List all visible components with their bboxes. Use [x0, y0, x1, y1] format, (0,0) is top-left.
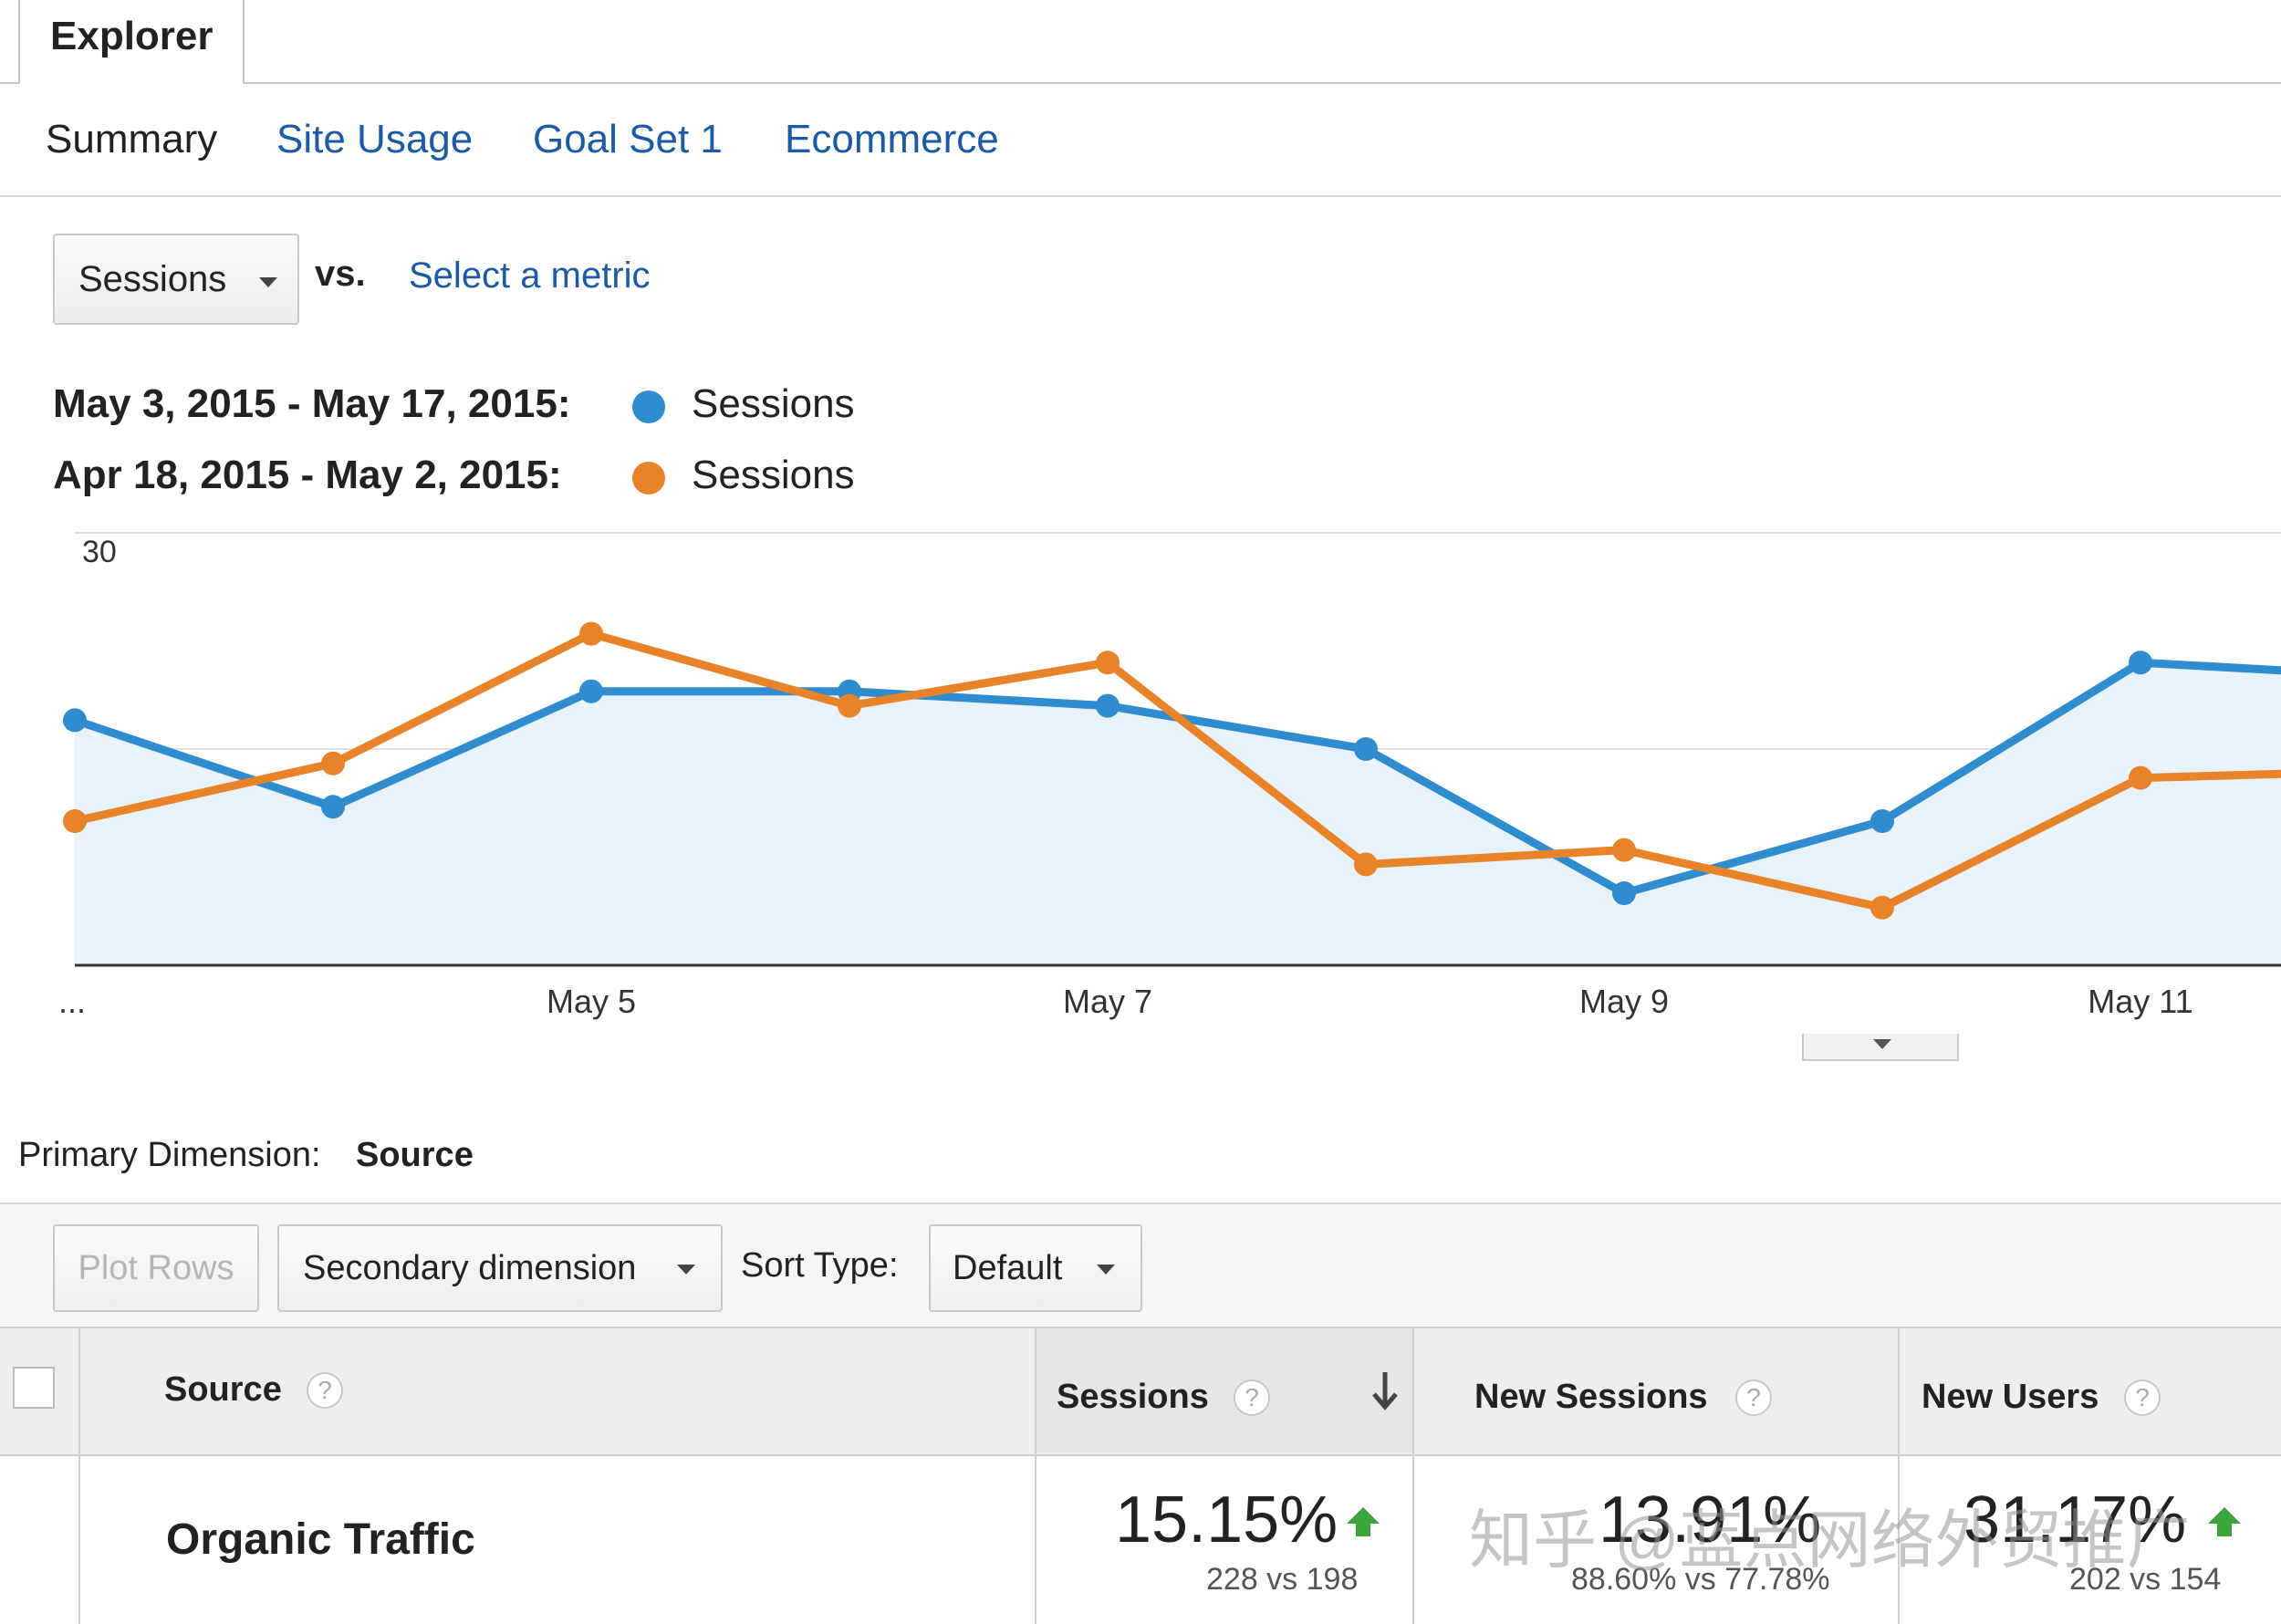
x-tick-label: ... [58, 983, 86, 1020]
chevron-down-icon [1097, 1265, 1115, 1275]
column-divider [78, 1328, 80, 1624]
y-tick-label: 30 [82, 535, 117, 569]
column-header-sessions[interactable]: Sessions [1057, 1378, 1209, 1416]
subtab-ecommerce[interactable]: Ecommerce [785, 117, 999, 161]
data-point-s0-1 [321, 795, 345, 819]
new-sessions-comparison: 88.60% vs 77.78% [1571, 1562, 1830, 1597]
help-icon[interactable]: ? [307, 1372, 343, 1409]
select-metric-link[interactable]: Select a metric [409, 255, 651, 296]
column-header-source[interactable]: Source [164, 1370, 282, 1409]
data-point-s1-2 [579, 621, 603, 646]
data-point-s1-6 [1612, 838, 1636, 862]
tab-active-indicator [20, 80, 243, 86]
table-toolbar: Plot Rows Secondary dimension Sort Type:… [0, 1204, 2281, 1327]
x-tick-label: May 5 [547, 983, 636, 1020]
legend-metric-current: Sessions [692, 381, 855, 426]
secondary-dimension-label: Secondary dimension [303, 1249, 637, 1287]
data-point-s1-1 [321, 751, 345, 776]
subtab-divider [0, 195, 2281, 197]
subtab-summary[interactable]: Summary [46, 117, 218, 161]
metric-dropdown[interactable]: Sessions [53, 234, 299, 325]
sort-type-dropdown[interactable]: Default [929, 1224, 1142, 1312]
legend-dot-icon [632, 462, 665, 494]
series-line-1 [74, 630, 2281, 912]
subtab-site-usage[interactable]: Site Usage [276, 117, 474, 161]
plot-rows-button[interactable]: Plot Rows [53, 1224, 259, 1312]
subtab-goal-set-1[interactable]: Goal Set 1 [533, 117, 723, 161]
sorted-column-highlight [1036, 1328, 1412, 1452]
column-header-new-users[interactable]: New Users [1922, 1378, 2099, 1416]
sort-type-value: Default [953, 1249, 1063, 1287]
new-sessions-change-pct: 13.91% [1599, 1483, 1822, 1556]
sort-type-label: Sort Type: [741, 1246, 899, 1285]
data-point-s1-4 [1096, 651, 1120, 675]
sessions-comparison: 228 vs 198 [1206, 1562, 1359, 1597]
data-point-s0-2 [579, 679, 603, 703]
new-users-comparison: 202 vs 154 [2069, 1562, 2222, 1597]
help-icon[interactable]: ? [2124, 1379, 2161, 1416]
column-divider [1898, 1328, 1900, 1624]
sort-descending-icon[interactable] [1367, 1369, 1403, 1414]
vs-label: vs. [315, 254, 366, 294]
series-area-0 [75, 662, 2281, 965]
help-icon[interactable]: ? [1234, 1379, 1270, 1416]
series-line-0 [73, 658, 2281, 898]
new-users-change-pct: 31.17% [1963, 1483, 2187, 1556]
arrow-up-icon [2208, 1507, 2241, 1524]
column-header-new-sessions[interactable]: New Sessions [1474, 1378, 1708, 1416]
select-all-checkbox[interactable] [13, 1367, 55, 1409]
data-point-s0-7 [1870, 809, 1894, 833]
data-point-s0-8 [2129, 651, 2152, 675]
chevron-down-icon [1873, 1039, 1891, 1049]
data-point-s0-0 [63, 708, 87, 733]
data-point-s1-0 [63, 809, 87, 833]
x-tick-label: May 7 [1063, 983, 1152, 1020]
data-point-s1-3 [838, 693, 861, 718]
column-divider [1412, 1328, 1414, 1624]
secondary-dimension-dropdown[interactable]: Secondary dimension [277, 1224, 723, 1312]
chevron-down-icon [259, 277, 277, 287]
data-point-s1-7 [1870, 895, 1894, 920]
source-organic-traffic[interactable]: Organic Traffic [166, 1515, 475, 1564]
legend-dot-icon [632, 390, 665, 423]
arrow-up-icon-stem [1356, 1524, 1370, 1536]
x-tick-label: May 11 [2088, 983, 2192, 1020]
sessions-change-pct: 15.15% [1115, 1483, 1338, 1556]
primary-dimension-source[interactable]: Source [356, 1136, 474, 1174]
legend-metric-previous: Sessions [692, 453, 855, 497]
arrow-up-icon-stem [2217, 1524, 2232, 1536]
watermark: 知乎 @蓝点网络外贸推广 [1469, 1504, 2191, 1576]
primary-dimension-divider [0, 1202, 2281, 1204]
data-point-s1-8 [2129, 765, 2152, 790]
metric-dropdown-label: Sessions [78, 259, 227, 299]
chart-expand-toggle[interactable] [1802, 1034, 1959, 1061]
x-tick-label: May 9 [1579, 983, 1669, 1020]
help-icon[interactable]: ? [1735, 1379, 1772, 1416]
chevron-down-icon [677, 1265, 695, 1275]
arrow-up-icon [1347, 1507, 1380, 1524]
tab-explorer[interactable]: Explorer [18, 0, 245, 82]
legend-range-current: May 3, 2015 - May 17, 2015: [53, 381, 571, 426]
column-divider [1035, 1328, 1036, 1624]
legend-range-previous: Apr 18, 2015 - May 2, 2015: [53, 453, 562, 497]
data-point-s0-4 [1096, 693, 1120, 718]
primary-dimension-label: Primary Dimension: [18, 1136, 321, 1174]
data-point-s0-5 [1354, 737, 1378, 761]
data-point-s0-6 [1612, 881, 1636, 905]
tab-bar-divider [0, 82, 2281, 84]
data-point-s1-5 [1354, 852, 1378, 877]
